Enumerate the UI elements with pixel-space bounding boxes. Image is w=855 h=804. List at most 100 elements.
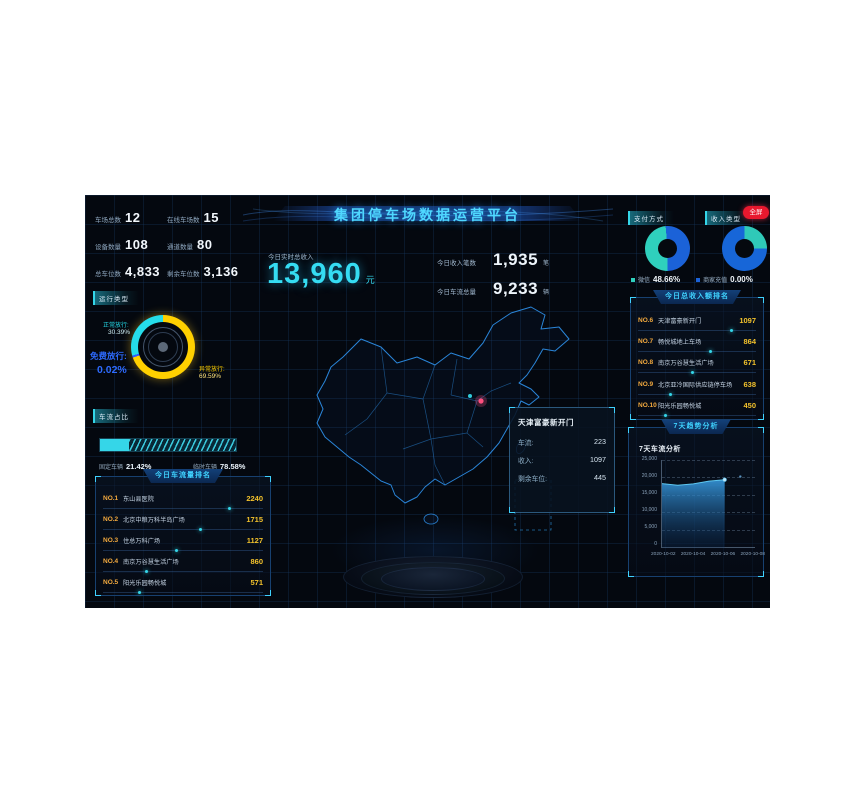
fullscreen-button[interactable]: 全屏 [743, 206, 769, 219]
traffic-total: 今日车流总量 9,233 辆 [437, 279, 549, 299]
fixed-vehicle-legend: 固定车辆 21.42% [99, 456, 151, 474]
rank-value: 638 [743, 379, 756, 389]
rank-value: 1127 [246, 535, 263, 545]
realtime-income-unit: 元 [365, 275, 375, 285]
income-type-header: 收入类型 [705, 211, 751, 225]
gauge-inner-ring [143, 327, 183, 367]
rank-value: 864 [743, 337, 756, 347]
stat-value: 108 [125, 237, 149, 252]
rank-name: 畅悦城地上车场 [658, 339, 702, 347]
ranking-row: NO.4 南京万谷慧生活广场 860 [103, 552, 263, 573]
divider-dot [199, 528, 202, 532]
stat-value: 15 [203, 210, 219, 225]
trend-chart: 25,000 20,000 15,000 10,000 5,000 0 [635, 456, 765, 564]
stat-value: 3,136 [203, 264, 239, 279]
trend-area-series [662, 475, 742, 548]
y-tick: 10,000 [641, 507, 657, 513]
stat-label: 在线车场数 [167, 217, 200, 224]
rank-name: 阳光乐园畅悦城 [658, 403, 702, 411]
map-marker[interactable] [478, 398, 484, 404]
realtime-income-value: 13,960 [267, 258, 362, 290]
divider-dot [175, 548, 178, 552]
gauge-inner-ring [148, 332, 178, 362]
x-tick: 2020-10-02 [651, 552, 676, 557]
rank-value: 860 [250, 556, 263, 566]
hainan-island [423, 513, 439, 525]
dashboard: 集团停车场数据运营平台 全屏 车场总数 12 在线车场数 15 设备数量 108 通道… [85, 195, 770, 608]
rank-name: 北京中粮万科半岛广场 [123, 517, 185, 525]
rank-value: 671 [743, 358, 756, 368]
ranking-row: NO.6 天津富豪新开门 1097 [638, 311, 756, 332]
income-ranking-panel: 今日总收入额排名 NO.6 天津富豪新开门 1097 NO.7 畅悦城地上车场 864 … [630, 297, 764, 420]
trend-panel: 7天趋势分析 7天车流分析 25,000 20,000 15,000 10,00… [628, 427, 765, 577]
rank-label: NO.6 [638, 316, 654, 324]
normal-pass-label: 正常放行: [103, 323, 129, 329]
y-tick: 25,000 [641, 456, 657, 462]
stat-label: 设备数量 [95, 244, 121, 251]
stat-devices: 设备数量 108 [95, 236, 148, 254]
ranking-row: NO.9 北京亚冷国际供应链停车场 638 [638, 375, 756, 396]
y-axis-labels: 25,000 20,000 15,000 10,000 5,000 0 [635, 456, 657, 548]
income-orders: 今日收入笔数 1,935 笔 [437, 250, 549, 270]
rank-label: NO.9 [638, 380, 654, 388]
stat-free-spaces: 剩余车位数 3,136 [167, 263, 239, 281]
income-type-donut [722, 226, 767, 271]
legend-label: 固定车辆 [99, 465, 124, 471]
map-tooltip: 天津富豪新开门 车流: 223 收入: 1097 剩余车位: 445 [509, 407, 615, 513]
abnormal-pass-value: 69.59% [199, 373, 222, 380]
rank-name: 住总万科广场 [123, 537, 161, 545]
rank-label: NO.7 [638, 338, 654, 346]
stat-total-lots: 车场总数 12 [95, 209, 140, 227]
legend-value: 78.58% [220, 462, 246, 471]
divider-dot [708, 350, 712, 354]
divider-dot [730, 328, 734, 332]
y-tick: 20,000 [641, 473, 657, 479]
free-pass-label: 免费放行: [90, 351, 127, 361]
ranking-row: NO.5 阳光乐园畅悦城 571 [103, 573, 263, 594]
normal-pass-value: 30.39% [108, 329, 131, 336]
tooltip-value: 445 [594, 473, 606, 482]
x-tick: 2020-10-06 [710, 552, 736, 557]
pedestal-top [381, 567, 485, 591]
merchant-bullet [696, 277, 701, 282]
y-tick: 0 [654, 541, 657, 547]
x-tick: 2020-10-04 [680, 552, 706, 557]
payment-method-donut [645, 226, 690, 271]
income-ranking-title: 今日总收入额排名 [653, 290, 741, 304]
x-axis-labels: 2020-10-02 2020-10-04 2020-10-06 2020-10… [651, 552, 765, 557]
income-ranking-list: NO.6 天津富豪新开门 1097 NO.7 畅悦城地上车场 864 NO.8 南京万谷慧… [638, 310, 756, 418]
rank-label: NO.3 [103, 536, 119, 544]
traffic-ranking-list: NO.1 东山县医院 2240 NO.2 北京中粮万科半岛广场 1715 NO.3 住总万… [103, 489, 263, 594]
traffic-total-unit: 辆 [543, 290, 550, 296]
y-tick: 5,000 [644, 524, 657, 530]
rank-name: 天津富豪新开门 [658, 317, 702, 325]
rank-label: NO.10 [638, 402, 657, 410]
tooltip-row: 收入: 1097 [518, 455, 606, 465]
rank-label: NO.1 [103, 495, 119, 503]
page-title: 集团停车场数据运营平台 [334, 207, 521, 223]
rank-label: NO.8 [638, 359, 654, 367]
legend-label: 临时车辆 [193, 465, 218, 471]
legend-value: 0.00% [730, 275, 753, 284]
rank-value: 1097 [739, 315, 756, 325]
plot-area [661, 460, 755, 548]
stat-online-lots: 在线车场数 15 [167, 209, 219, 227]
rank-label: NO.2 [103, 516, 119, 524]
stat-value: 4,833 [125, 264, 161, 279]
legend-item-wechat: 微信 48.66% [631, 275, 680, 284]
payment-method-header: 支付方式 [628, 211, 674, 225]
stat-label: 通道数量 [167, 244, 193, 251]
tooltip-value: 1097 [590, 455, 606, 464]
rank-name: 东山县医院 [123, 496, 154, 504]
run-type-header: 运行类型 [93, 291, 139, 305]
traffic-ratio-bar [99, 438, 237, 452]
gauge-hub [158, 342, 168, 352]
divider-dot [668, 392, 672, 396]
temp-vehicle-segment [129, 439, 236, 451]
income-orders-unit: 笔 [543, 261, 550, 267]
legend-value: 48.66% [653, 275, 681, 284]
legend-label: 商家充值 [703, 278, 728, 284]
rank-name: 南京万谷慧生活广场 [658, 360, 714, 368]
fixed-vehicle-segment [100, 439, 130, 451]
divider-dot [691, 371, 695, 375]
